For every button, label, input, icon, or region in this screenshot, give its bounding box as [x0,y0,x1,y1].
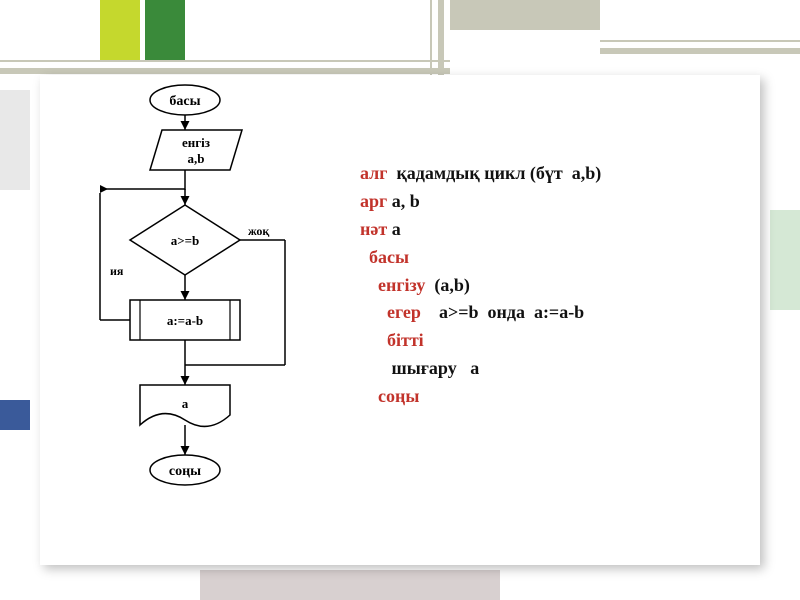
pseudocode-keyword: енгізу [360,275,425,295]
pseudocode-keyword: басы [360,247,409,267]
pseudocode-text: шығару a [387,358,479,378]
pseudocode-line: нәт a [360,216,601,244]
pseudocode-keyword: бітті [360,330,424,350]
pseudocode-keyword [360,358,387,378]
node-start-label: басы [169,94,200,109]
frame-line [600,48,800,54]
node-process-label: a:=a-b [167,313,203,328]
pseudocode-line: соңы [360,383,601,411]
frame-accent [145,0,185,60]
pseudocode-line: бітті [360,327,601,355]
pseudocode-line: басы [360,244,601,272]
pseudocode-keyword: алг [360,163,387,183]
frame-accent [100,0,140,60]
frame-line [0,60,450,62]
frame-accent [450,0,600,30]
pseudocode-line: шығару a [360,355,601,383]
pseudocode-keyword: нәт [360,219,387,239]
node-output-label: a [182,396,189,411]
frame-accent [0,90,30,190]
flowchart: басы енгіз a,b a>=b жоқ ия a:=a-b [50,75,330,565]
pseudocode-keyword: арг [360,191,387,211]
frame-accent [0,400,30,430]
node-decision-label: a>=b [171,233,200,248]
pseudocode-line: алг қадамдық цикл (бүт a,b) [360,160,601,188]
edge-label-yes: ия [110,264,124,278]
frame-line [0,68,450,74]
pseudocode-line: егер a>=b онда a:=a-b [360,299,601,327]
pseudocode-keyword: соңы [360,386,419,406]
pseudocode-block: алг қадамдық цикл (бүт a,b)арг a, bнәт a… [360,160,601,411]
pseudocode-text: a>=b онда a:=a-b [421,302,584,322]
frame-accent [200,570,500,600]
pseudocode-text: қадамдық цикл (бүт a,b) [387,163,601,183]
node-input-label-1: енгіз [182,135,210,150]
node-input-label-2: a,b [188,151,205,166]
content-card: басы енгіз a,b a>=b жоқ ия a:=a-b [40,75,760,565]
edge-label-no: жоқ [248,224,269,238]
pseudocode-line: арг a, b [360,188,601,216]
pseudocode-keyword: егер [360,302,421,322]
pseudocode-text: (a,b) [425,275,470,295]
frame-line [600,40,800,42]
frame-accent [770,210,800,310]
pseudocode-text: a, b [387,191,420,211]
pseudocode-line: енгізу (a,b) [360,272,601,300]
node-end-label: соңы [169,464,201,479]
pseudocode-text: a [387,219,401,239]
